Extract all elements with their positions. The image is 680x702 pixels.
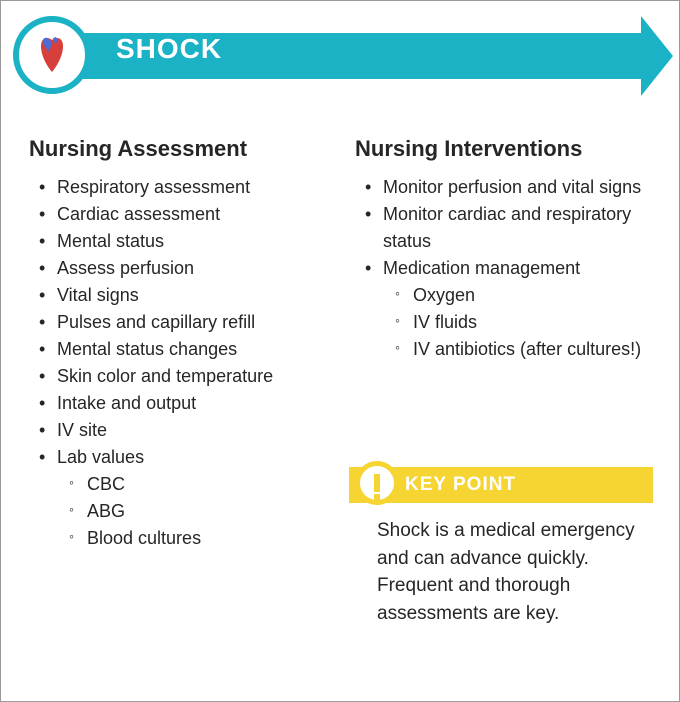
heart-icon xyxy=(13,16,91,94)
list-item: Mental status changes xyxy=(39,336,325,363)
list-item: Blood cultures xyxy=(69,525,325,552)
list-item: Respiratory assessment xyxy=(39,174,325,201)
list-item: Intake and output xyxy=(39,390,325,417)
list-item: Oxygen xyxy=(395,282,651,309)
keypoint-header: KEY POINT xyxy=(349,467,653,503)
assessment-list: Respiratory assessmentCardiac assessment… xyxy=(29,174,325,552)
arrow-head-icon xyxy=(641,16,673,96)
keypoint-body: Shock is a medical emergency and can adv… xyxy=(349,503,653,637)
column-heading: Nursing Interventions xyxy=(355,136,651,162)
list-item: Skin color and temperature xyxy=(39,363,325,390)
list-item: ABG xyxy=(69,498,325,525)
keypoint-box: KEY POINT Shock is a medical emergency a… xyxy=(349,467,653,637)
list-item: IV fluids xyxy=(395,309,651,336)
list-item: Medication managementOxygenIV fluidsIV a… xyxy=(365,255,651,363)
list-item: Cardiac assessment xyxy=(39,201,325,228)
heart-anatomy-icon xyxy=(29,32,75,78)
sub-list: CBCABGBlood cultures xyxy=(57,471,325,552)
page-title: SHOCK xyxy=(116,33,222,65)
exclamation-icon xyxy=(355,461,399,505)
list-item: Monitor cardiac and respiratory status xyxy=(365,201,651,255)
sub-list: OxygenIV fluidsIV antibiotics (after cul… xyxy=(383,282,651,363)
column-heading: Nursing Assessment xyxy=(29,136,325,162)
list-item: Monitor perfusion and vital signs xyxy=(365,174,651,201)
list-item: Pulses and capillary refill xyxy=(39,309,325,336)
list-item: IV antibiotics (after cultures!) xyxy=(395,336,651,363)
list-item: Assess perfusion xyxy=(39,255,325,282)
interventions-list: Monitor perfusion and vital signsMonitor… xyxy=(355,174,651,363)
list-item: Lab valuesCBCABGBlood cultures xyxy=(39,444,325,552)
list-item: Vital signs xyxy=(39,282,325,309)
list-item: CBC xyxy=(69,471,325,498)
keypoint-label: KEY POINT xyxy=(405,474,516,495)
column-assessment: Nursing Assessment Respiratory assessmen… xyxy=(29,136,325,552)
list-item: Mental status xyxy=(39,228,325,255)
list-item: IV site xyxy=(39,417,325,444)
